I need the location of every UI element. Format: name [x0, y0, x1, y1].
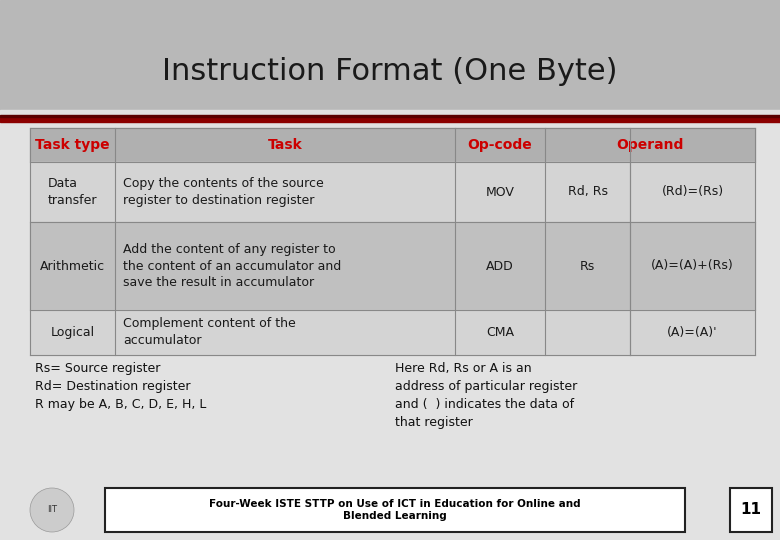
Text: Logical: Logical	[51, 326, 94, 339]
Text: ADD: ADD	[486, 260, 514, 273]
Text: (A)=(A)+(Rs): (A)=(A)+(Rs)	[651, 260, 734, 273]
Text: Complement content of the
accumulator: Complement content of the accumulator	[123, 318, 296, 348]
Bar	[0, 110, 780, 540]
Bar	[730, 488, 772, 532]
Bar	[0, 115, 780, 117]
Bar	[105, 488, 685, 532]
Text: IIT: IIT	[47, 505, 57, 515]
Bar	[30, 222, 755, 310]
Text: Rs= Source register
Rd= Destination register
R may be A, B, C, D, E, H, L: Rs= Source register Rd= Destination regi…	[35, 362, 207, 411]
Circle shape	[30, 488, 74, 532]
Text: 11: 11	[740, 503, 761, 517]
Text: Op-code: Op-code	[468, 138, 533, 152]
Text: (A)=(A)': (A)=(A)'	[667, 326, 718, 339]
Text: Arithmetic: Arithmetic	[40, 260, 105, 273]
Bar	[30, 310, 755, 355]
Bar	[30, 128, 755, 162]
Text: Instruction Format (One Byte): Instruction Format (One Byte)	[162, 57, 618, 86]
Bar	[30, 162, 755, 222]
Text: Task: Task	[268, 138, 303, 152]
Bar	[0, 117, 780, 122]
Text: Task type: Task type	[35, 138, 110, 152]
Text: Copy the contents of the source
register to destination register: Copy the contents of the source register…	[123, 177, 324, 207]
Text: Four-Week ISTE STTP on Use of ICT in Education for Online and
Blended Learning: Four-Week ISTE STTP on Use of ICT in Edu…	[209, 499, 581, 521]
Text: Data
transfer: Data transfer	[48, 177, 98, 207]
Text: MOV: MOV	[486, 186, 515, 199]
Text: Rs: Rs	[580, 260, 595, 273]
Text: (Rd)=(Rs): (Rd)=(Rs)	[661, 186, 724, 199]
Text: Here Rd, Rs or A is an
address of particular register
and (  ) indicates the dat: Here Rd, Rs or A is an address of partic…	[395, 362, 577, 429]
Bar	[0, 0, 780, 110]
Text: CMA: CMA	[486, 326, 514, 339]
Text: Add the content of any register to
the content of an accumulator and
save the re: Add the content of any register to the c…	[123, 242, 342, 289]
Text: Operand: Operand	[616, 138, 684, 152]
Text: Rd, Rs: Rd, Rs	[568, 186, 608, 199]
